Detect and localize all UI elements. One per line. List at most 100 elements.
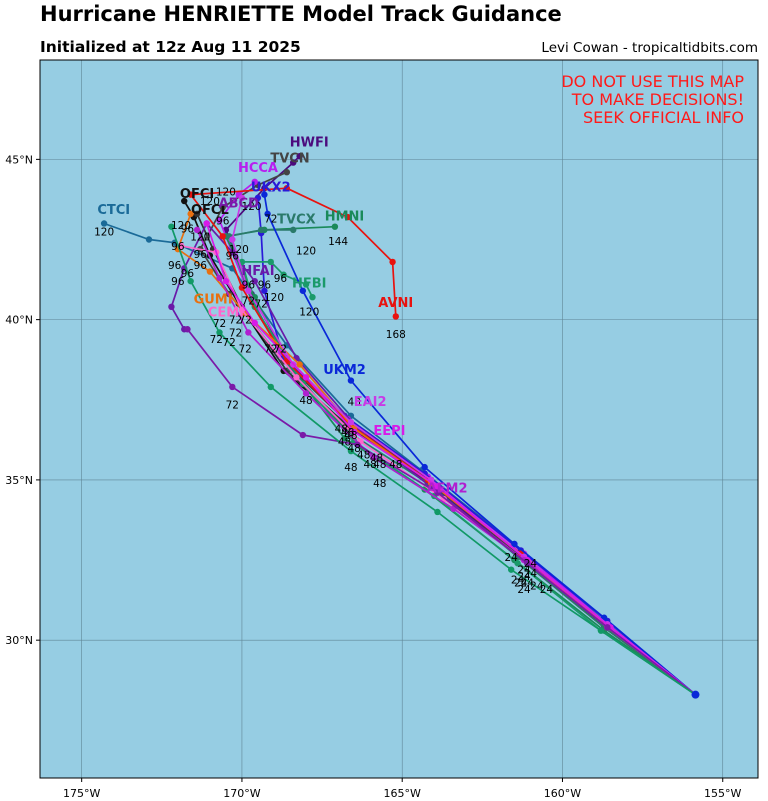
hour-label: 48	[363, 459, 376, 471]
track-point-aem2	[193, 226, 201, 234]
hour-label: 48	[373, 478, 386, 490]
y-tick-label: 40°N	[5, 314, 33, 327]
track-point-abcd	[229, 383, 236, 391]
hour-label: 48	[338, 436, 351, 448]
hour-label: 72	[222, 337, 235, 349]
model-label-hfbi: HFBI	[292, 277, 327, 292]
track-point-ukx2	[254, 194, 262, 202]
model-label-tvcn: TVCN	[270, 152, 309, 167]
hour-label: 72	[242, 295, 255, 307]
track-point-tvcx	[290, 226, 297, 234]
chart-title: Hurricane HENRIETTE Model Track Guidance	[40, 2, 562, 26]
init-time: Initialized at 12z Aug 11 2025	[40, 38, 301, 56]
model-label-hwfi: HWFI	[290, 136, 329, 151]
hour-label: 48	[341, 427, 354, 439]
initial-position	[691, 690, 700, 699]
track-point-avni	[392, 313, 399, 320]
hour-label: 48	[373, 459, 386, 471]
hour-label: 96	[168, 260, 182, 272]
hour-label: 48	[389, 459, 402, 471]
hour-label: 96	[171, 241, 185, 253]
hour-label: 120	[229, 244, 249, 256]
warning-line-1: DO NOT USE THIS MAP	[561, 72, 744, 91]
hour-label: 120	[242, 201, 262, 213]
track-point-gfs2	[347, 447, 355, 455]
track-point-tvcn	[219, 204, 226, 211]
hour-label: 72	[264, 343, 277, 355]
hour-label: 48	[344, 430, 357, 442]
model-label-avni: AVNI	[378, 296, 413, 311]
track-point-aem2	[302, 390, 310, 397]
track-point-hfbi	[267, 258, 274, 266]
hour-label: 144	[328, 236, 348, 248]
model-label-ukm2: UKM2	[323, 363, 366, 378]
hour-label: 72	[238, 343, 251, 355]
track-point-hwfi	[296, 152, 303, 160]
model-label-eepi: EEPI	[373, 424, 405, 439]
track-point-eai2	[245, 287, 252, 294]
track-point-abcd	[354, 441, 361, 448]
track-point-tvcn	[283, 168, 291, 176]
track-point-eepi	[251, 319, 258, 327]
track-point-eepi	[222, 277, 230, 285]
track-point-hcca	[216, 217, 223, 224]
track-point-hmni	[341, 435, 348, 442]
track-point-abcd	[184, 326, 191, 333]
track-point-tvcx	[257, 226, 265, 234]
track-point-hfbi	[514, 560, 521, 567]
hour-label: 24	[517, 565, 531, 577]
track-point-avni	[283, 185, 291, 192]
hour-label: 24	[521, 577, 535, 589]
track-point-ukm2	[421, 463, 428, 471]
map-frame	[39, 59, 759, 779]
hour-label: 96	[226, 251, 240, 263]
model-label-hmni: HMNI	[325, 209, 365, 224]
track-point-eepi	[350, 428, 358, 436]
hour-label: 96	[181, 223, 195, 235]
hour-label: 72	[210, 334, 223, 346]
hour-label: 120	[200, 196, 220, 208]
hour-label: 48	[370, 452, 383, 464]
track-point-gumi	[206, 268, 214, 275]
y-tick-label: 35°N	[5, 474, 33, 487]
hour-label: 120	[296, 246, 316, 258]
hour-label: 96	[171, 276, 185, 288]
model-label-ofcl: OFCL	[191, 203, 229, 218]
y-tick-label: 30°N	[5, 634, 33, 647]
x-tick-label: 170°W	[223, 787, 260, 800]
track-point-hfai	[251, 277, 258, 285]
model-label-tvcx: TVCX	[277, 212, 316, 227]
model-label-ukx2: UKX2	[251, 180, 291, 195]
track-point-hfbi	[309, 293, 316, 301]
track-point-gfs2	[216, 329, 223, 336]
track-point-ofcl	[193, 210, 201, 218]
track-point-eepi	[434, 483, 441, 490]
hour-label: 96	[181, 268, 195, 280]
track-point-ukm2	[511, 540, 518, 548]
hour-label: 120	[94, 226, 114, 238]
track-point-avni	[219, 233, 226, 240]
track-point-gfs2	[267, 383, 274, 391]
track-point-abcd	[299, 431, 307, 439]
track-point-ukm2	[264, 210, 271, 218]
track-point-avni	[238, 284, 246, 291]
track-point-ukm2	[299, 287, 307, 294]
hour-label: 48	[347, 443, 360, 455]
hour-label: 72	[229, 327, 242, 339]
track-point-hmni	[331, 223, 339, 230]
hour-label: 48	[357, 449, 370, 461]
track-point-hfai	[168, 303, 175, 311]
hour-label: 24	[524, 558, 538, 570]
hour-label: 96	[194, 260, 208, 272]
hour-label: 96	[194, 249, 208, 261]
track-point-abcd	[524, 560, 531, 567]
model-label-cemi: CEMI	[208, 305, 244, 320]
hour-label: 24	[511, 574, 525, 586]
hour-label: 48	[347, 396, 360, 408]
hour-label: 48	[335, 424, 348, 436]
track-point-avni	[389, 258, 396, 266]
track-point-ukx2	[261, 287, 268, 294]
x-tick-label: 165°W	[384, 787, 421, 800]
y-tick-label: 45°N	[5, 153, 33, 166]
